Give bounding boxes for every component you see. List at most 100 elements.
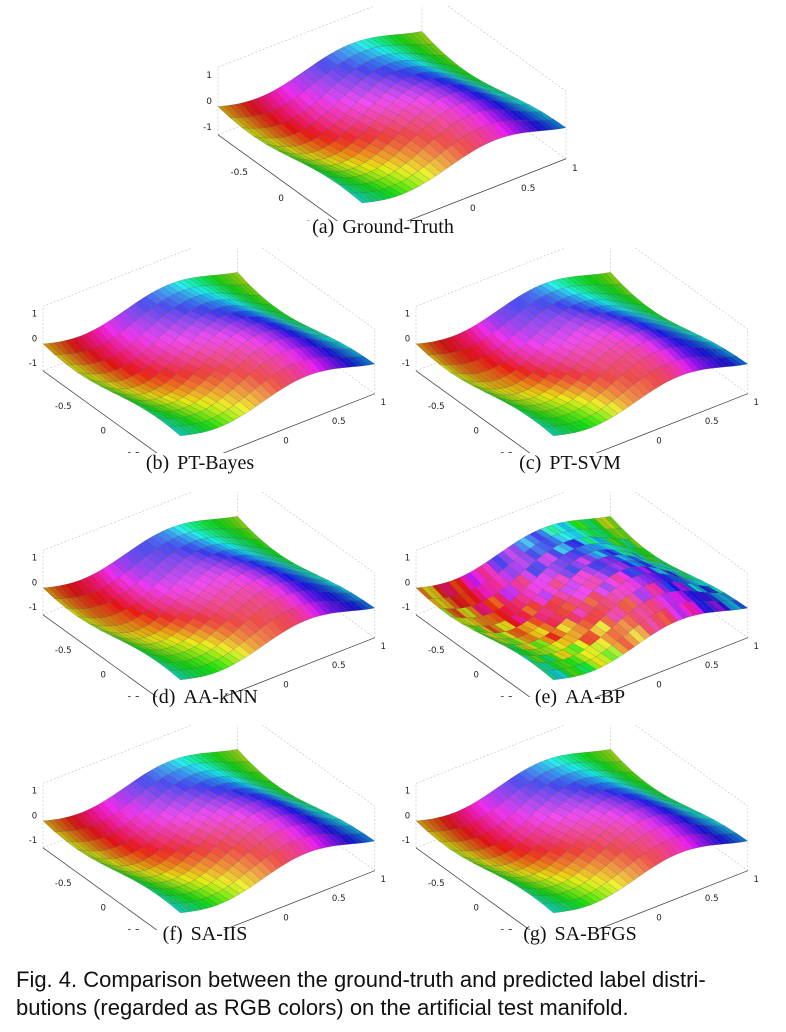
v-tick-label: 0 (100, 427, 105, 437)
box-line (42, 725, 193, 784)
surface-patch (687, 357, 706, 371)
subfigure-caption: (e) AA-BP (535, 686, 625, 709)
surface-patch (227, 405, 246, 418)
z-tick-label: 1 (32, 787, 37, 797)
subfigure-name: AA-BP (565, 686, 626, 708)
u-tick-label: 0 (283, 913, 288, 923)
surface-patch (357, 833, 376, 843)
surface-patch (644, 372, 662, 389)
surface-patch (541, 903, 560, 914)
surface-patch (298, 360, 316, 376)
subfigure-label: (a) (312, 216, 335, 238)
surface-patch (622, 865, 641, 881)
z-tick-label: 1 (405, 310, 410, 320)
z-tick-label: 1 (405, 554, 410, 564)
v-tick-label: 0.5 (127, 696, 141, 697)
u-tick-label: 1 (381, 398, 386, 408)
box-line (634, 248, 748, 330)
surface-patch (271, 849, 289, 866)
axis-line (222, 393, 375, 453)
surface-patch (485, 123, 505, 140)
surface-patch (434, 153, 454, 169)
subfigure-name: PT-Bayes (177, 452, 255, 474)
surface-patch (563, 667, 581, 677)
u-tick-label: 0.5 (705, 661, 719, 671)
surface-patch (730, 600, 749, 610)
surface-patch (190, 900, 208, 910)
u-tick-label: 0 (470, 204, 476, 214)
box-line (42, 248, 193, 307)
u-tick-label: 1 (572, 164, 578, 174)
u-tick-label: 0 (283, 436, 288, 446)
surface-patch (314, 357, 333, 371)
surface-patch (714, 600, 733, 612)
box-line (634, 725, 748, 807)
u-tick-label: 1 (754, 875, 759, 885)
box-line (261, 725, 375, 807)
subfigure-caption: (b) PT-Bayes (146, 452, 254, 475)
u-tick-label: 0 (656, 913, 661, 923)
subfigure-name: AA-kNN (183, 686, 258, 708)
z-tick-label: -1 (29, 836, 38, 846)
v-tick-label: 0.5 (306, 220, 320, 221)
surface-patch (730, 356, 749, 366)
surface-patch (687, 601, 706, 615)
subfigure-caption: (f) SA-IIS (163, 923, 248, 946)
figure-caption: Fig. 4. Comparison between the ground-tr… (16, 966, 776, 1022)
z-tick-label: 1 (32, 554, 37, 564)
surface-patch (341, 600, 360, 612)
surface-patch (341, 356, 360, 368)
z-tick-label: 1 (405, 787, 410, 797)
surface-plot: 10-1-0.500.5-1-0.500.51 (203, 6, 578, 221)
surface-patch (541, 670, 560, 681)
v-tick-label: 0 (473, 671, 478, 681)
subfigure: 10-1-0.500.5-1-0.500.51 (22, 725, 392, 930)
v-tick-label: -0.5 (428, 402, 445, 412)
subfigure: 10-1-0.500.5-1-0.500.51 (395, 725, 765, 930)
subfigure-label: (f) (162, 923, 183, 945)
surface-patch (314, 601, 333, 615)
v-tick-label: -0.5 (428, 646, 445, 656)
surface-patch (411, 170, 431, 184)
surface-patch (249, 632, 268, 648)
axis-line (217, 134, 339, 221)
box-line (42, 492, 193, 551)
v-tick-label: 0.5 (127, 929, 141, 930)
z-tick-label: 0 (32, 811, 37, 821)
surface-patch (730, 833, 749, 843)
z-tick-label: 0 (405, 334, 410, 344)
box-line (415, 725, 566, 784)
v-tick-label: 0.5 (500, 452, 514, 453)
z-tick-label: -1 (402, 359, 411, 369)
z-tick-label: 0 (405, 578, 410, 588)
v-tick-label: -0.5 (55, 879, 72, 889)
axis-line (42, 370, 158, 453)
subfigure-name: SA-IIS (190, 923, 248, 945)
z-tick-label: 1 (32, 310, 37, 320)
surface-patch (644, 616, 662, 633)
surface-patch (168, 670, 187, 681)
u-tick-label: 0.5 (705, 417, 719, 427)
v-tick-label: -0.5 (55, 646, 72, 656)
subfigure: 10-1-0.500.5-1-0.500.51 (395, 248, 765, 453)
v-tick-label: 0 (473, 427, 478, 437)
subfigure: 10-1-0.500.5-1-0.500.51 (22, 492, 392, 697)
surface-patch (600, 649, 619, 662)
u-tick-label: 1 (381, 875, 386, 885)
z-tick-label: 1 (206, 71, 212, 81)
subfigure-label: (d) (152, 686, 176, 708)
surface-patch (644, 849, 662, 866)
surface-patch (671, 360, 689, 376)
surface-patch (457, 136, 476, 154)
surface-plot: 10-1-0.500.5-1-0.500.51 (29, 492, 386, 697)
u-tick-label: 1 (754, 398, 759, 408)
z-tick-label: 0 (32, 334, 37, 344)
surface-patch (502, 120, 522, 135)
subfigure: 10-1-0.500.5-1-0.500.51 (395, 492, 765, 697)
surface-patch (622, 388, 641, 404)
subfigure: 10-1-0.500.5-1-0.500.51 (200, 6, 580, 221)
v-tick-label: 0.5 (500, 929, 514, 930)
subfigure-caption: (a) Ground-Truth (312, 216, 454, 239)
u-tick-label: 0.5 (705, 894, 719, 904)
